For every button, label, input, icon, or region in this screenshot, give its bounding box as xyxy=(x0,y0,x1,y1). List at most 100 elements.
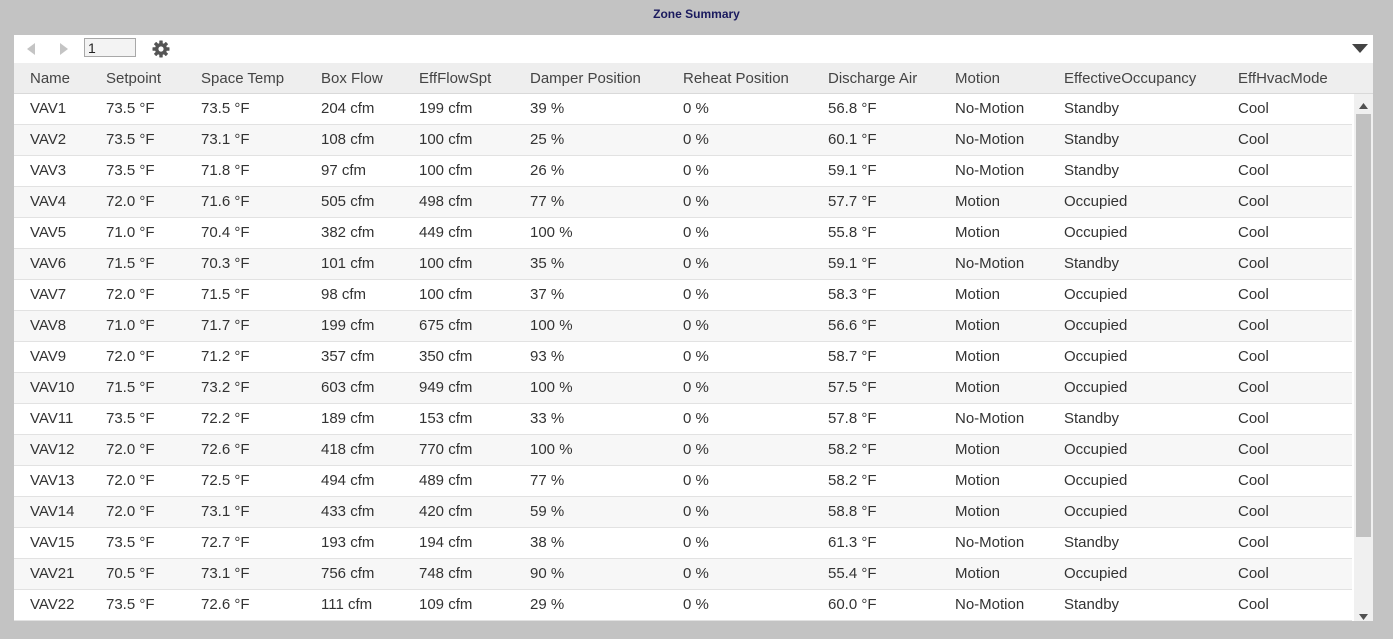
cell-damper-position: 100 % xyxy=(530,379,573,396)
cell-reheat-position: 0 % xyxy=(683,286,709,303)
table-row[interactable]: VAV7 72.0 °F 71.5 °F 98 cfm 100 cfm 37 % 0 % 58… xyxy=(14,280,1352,311)
cell-damper-position: 59 % xyxy=(530,503,565,520)
vertical-scrollbar[interactable] xyxy=(1354,94,1373,621)
cell-eff-hvac-mode: Cool xyxy=(1238,441,1269,458)
cell-setpoint: 71.5 °F xyxy=(106,379,155,396)
table-toolbar xyxy=(14,35,1373,63)
scrollbar-thumb[interactable] xyxy=(1356,114,1371,537)
cell-reheat-position: 0 % xyxy=(683,131,709,148)
table-menu-dropdown[interactable] xyxy=(1351,41,1369,55)
cell-eff-hvac-mode: Cool xyxy=(1238,472,1269,489)
cell-eff-flow-spt: 199 cfm xyxy=(419,100,473,117)
cell-eff-flow-spt: 420 cfm xyxy=(419,503,473,520)
table-row[interactable]: VAV6 71.5 °F 70.3 °F 101 cfm 100 cfm 35 % 0 % 5… xyxy=(14,249,1352,280)
cell-effective-occupancy: Standby xyxy=(1064,162,1120,179)
cell-box-flow: 189 cfm xyxy=(321,410,375,427)
cell-effective-occupancy: Occupied xyxy=(1064,503,1128,520)
cell-reheat-position: 0 % xyxy=(683,441,709,458)
cell-motion: Motion xyxy=(955,503,1001,520)
table-row[interactable]: VAV13 72.0 °F 72.5 °F 494 cfm 489 cfm 77 % 0 %… xyxy=(14,466,1352,497)
cell-setpoint: 73.5 °F xyxy=(106,534,155,551)
cell-effective-occupancy: Occupied xyxy=(1064,348,1128,365)
scroll-down-button[interactable] xyxy=(1358,609,1369,620)
table-row[interactable]: VAV11 73.5 °F 72.2 °F 189 cfm 153 cfm 33 % 0 %… xyxy=(14,404,1352,435)
cell-eff-flow-spt: 194 cfm xyxy=(419,534,473,551)
cell-name: VAV15 xyxy=(30,534,75,551)
cell-setpoint: 71.0 °F xyxy=(106,317,155,334)
cell-discharge-air: 56.6 °F xyxy=(828,317,877,334)
column-header-effective-occupancy[interactable]: EffectiveOccupancy xyxy=(1064,70,1197,87)
column-header-discharge-air[interactable]: Discharge Air xyxy=(828,70,918,87)
cell-setpoint: 71.0 °F xyxy=(106,224,155,241)
next-page-button[interactable] xyxy=(57,41,71,57)
column-header-space-temp[interactable]: Space Temp xyxy=(201,70,285,87)
column-header-reheat-position[interactable]: Reheat Position xyxy=(683,70,789,87)
cell-box-flow: 193 cfm xyxy=(321,534,375,551)
cell-motion: No-Motion xyxy=(955,100,1025,117)
column-header-eff-flow-spt[interactable]: EffFlowSpt xyxy=(419,70,492,87)
cell-motion: Motion xyxy=(955,286,1001,303)
cell-damper-position: 77 % xyxy=(530,472,565,489)
table-header: Name Setpoint Space Temp Box Flow EffFlo… xyxy=(14,63,1373,94)
cell-discharge-air: 57.5 °F xyxy=(828,379,877,396)
cell-motion: No-Motion xyxy=(955,131,1025,148)
page-number-input[interactable] xyxy=(84,38,136,57)
table-row[interactable]: VAV9 72.0 °F 71.2 °F 357 cfm 350 cfm 93 % 0 % 5… xyxy=(14,342,1352,373)
table-row[interactable]: VAV15 73.5 °F 72.7 °F 193 cfm 194 cfm 38 % 0 %… xyxy=(14,528,1352,559)
cell-eff-flow-spt: 949 cfm xyxy=(419,379,473,396)
cell-effective-occupancy: Standby xyxy=(1064,596,1120,613)
column-header-damper-position[interactable]: Damper Position xyxy=(530,70,641,87)
cell-motion: Motion xyxy=(955,348,1001,365)
table-row[interactable]: VAV8 71.0 °F 71.7 °F 199 cfm 675 cfm 100 % 0 %… xyxy=(14,311,1352,342)
prev-page-button[interactable] xyxy=(24,41,38,57)
scroll-up-button[interactable] xyxy=(1358,98,1369,109)
cell-effective-occupancy: Standby xyxy=(1064,255,1120,272)
cell-setpoint: 71.5 °F xyxy=(106,255,155,272)
table-row[interactable]: VAV2 73.5 °F 73.1 °F 108 cfm 100 cfm 25 % 0 % 6… xyxy=(14,125,1352,156)
cell-name: VAV3 xyxy=(30,162,67,179)
column-header-eff-hvac-mode[interactable]: EffHvacMode xyxy=(1238,70,1328,87)
table-row[interactable]: VAV3 73.5 °F 71.8 °F 97 cfm 100 cfm 26 % 0 % 59… xyxy=(14,156,1352,187)
table-row[interactable]: VAV4 72.0 °F 71.6 °F 505 cfm 498 cfm 77 % 0 % 5… xyxy=(14,187,1352,218)
cell-effective-occupancy: Standby xyxy=(1064,131,1120,148)
cell-eff-hvac-mode: Cool xyxy=(1238,286,1269,303)
cell-setpoint: 73.5 °F xyxy=(106,162,155,179)
cell-discharge-air: 60.1 °F xyxy=(828,131,877,148)
cell-reheat-position: 0 % xyxy=(683,193,709,210)
cell-effective-occupancy: Occupied xyxy=(1064,193,1128,210)
table-row[interactable]: VAV1 73.5 °F 73.5 °F 204 cfm 199 cfm 39 % 0 % 5… xyxy=(14,94,1352,125)
cell-box-flow: 433 cfm xyxy=(321,503,375,520)
cell-eff-hvac-mode: Cool xyxy=(1238,503,1269,520)
cell-effective-occupancy: Standby xyxy=(1064,410,1120,427)
cell-motion: Motion xyxy=(955,565,1001,582)
column-header-motion[interactable]: Motion xyxy=(955,70,1001,87)
cell-box-flow: 505 cfm xyxy=(321,193,375,210)
cell-reheat-position: 0 % xyxy=(683,410,709,427)
cell-name: VAV14 xyxy=(30,503,75,520)
column-header-box-flow[interactable]: Box Flow xyxy=(321,70,383,87)
cell-space-temp: 73.5 °F xyxy=(201,100,250,117)
cell-space-temp: 70.3 °F xyxy=(201,255,250,272)
cell-setpoint: 73.5 °F xyxy=(106,410,155,427)
column-header-setpoint[interactable]: Setpoint xyxy=(106,70,162,87)
page-title: Zone Summary xyxy=(653,7,740,21)
cell-motion: No-Motion xyxy=(955,534,1025,551)
cell-eff-flow-spt: 109 cfm xyxy=(419,596,473,613)
cell-motion: No-Motion xyxy=(955,255,1025,272)
table-row[interactable]: VAV10 71.5 °F 73.2 °F 603 cfm 949 cfm 100 % 0 … xyxy=(14,373,1352,404)
cell-name: VAV12 xyxy=(30,441,75,458)
cell-reheat-position: 0 % xyxy=(683,503,709,520)
table-row[interactable]: VAV12 72.0 °F 72.6 °F 418 cfm 770 cfm 100 % 0 … xyxy=(14,435,1352,466)
cell-discharge-air: 59.1 °F xyxy=(828,162,877,179)
table-row[interactable]: VAV21 70.5 °F 73.1 °F 756 cfm 748 cfm 90 % 0 %… xyxy=(14,559,1352,590)
cell-motion: Motion xyxy=(955,224,1001,241)
cell-space-temp: 73.1 °F xyxy=(201,503,250,520)
cell-eff-flow-spt: 100 cfm xyxy=(419,255,473,272)
settings-button[interactable] xyxy=(151,39,171,59)
cell-name: VAV13 xyxy=(30,472,75,489)
table-row[interactable]: VAV5 71.0 °F 70.4 °F 382 cfm 449 cfm 100 % 0 %… xyxy=(14,218,1352,249)
table-row[interactable]: VAV22 73.5 °F 72.6 °F 111 cfm 109 cfm 29 % 0 %… xyxy=(14,590,1352,621)
table-row[interactable]: VAV14 72.0 °F 73.1 °F 433 cfm 420 cfm 59 % 0 %… xyxy=(14,497,1352,528)
column-header-name[interactable]: Name xyxy=(30,70,71,87)
cell-motion: Motion xyxy=(955,441,1001,458)
